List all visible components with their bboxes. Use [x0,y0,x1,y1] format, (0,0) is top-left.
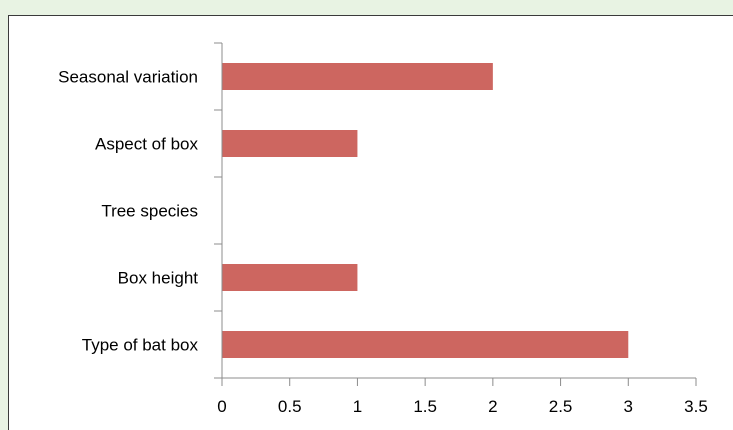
bar-aspect-of-box [222,130,358,157]
x-tick-label: 2.5 [549,397,573,416]
x-tick-label: 1 [353,397,362,416]
category-label: Aspect of box [95,135,199,154]
y-axis [214,42,223,379]
x-tick-label: 3.5 [684,397,708,416]
x-tick-labels: 0 0.5 1 1.5 2 2.5 3 3.5 [217,397,708,416]
x-tick-label: 0 [217,397,226,416]
x-tick-label: 1.5 [413,397,437,416]
bar-box-height [222,264,358,291]
x-tick-label: 0.5 [278,397,302,416]
category-label: Tree species [101,202,198,221]
x-axis [221,377,697,386]
bars [222,63,629,358]
x-tick-label: 3 [624,397,633,416]
category-label: Type of bat box [82,336,199,355]
category-label: Box height [118,269,199,288]
x-tick-label: 2 [488,397,497,416]
category-label: Seasonal variation [58,68,198,87]
category-labels: Seasonal variation Aspect of box Tree spec… [58,68,198,355]
bar-type-of-bat-box [222,331,629,358]
bar-seasonal-variation [222,63,493,90]
